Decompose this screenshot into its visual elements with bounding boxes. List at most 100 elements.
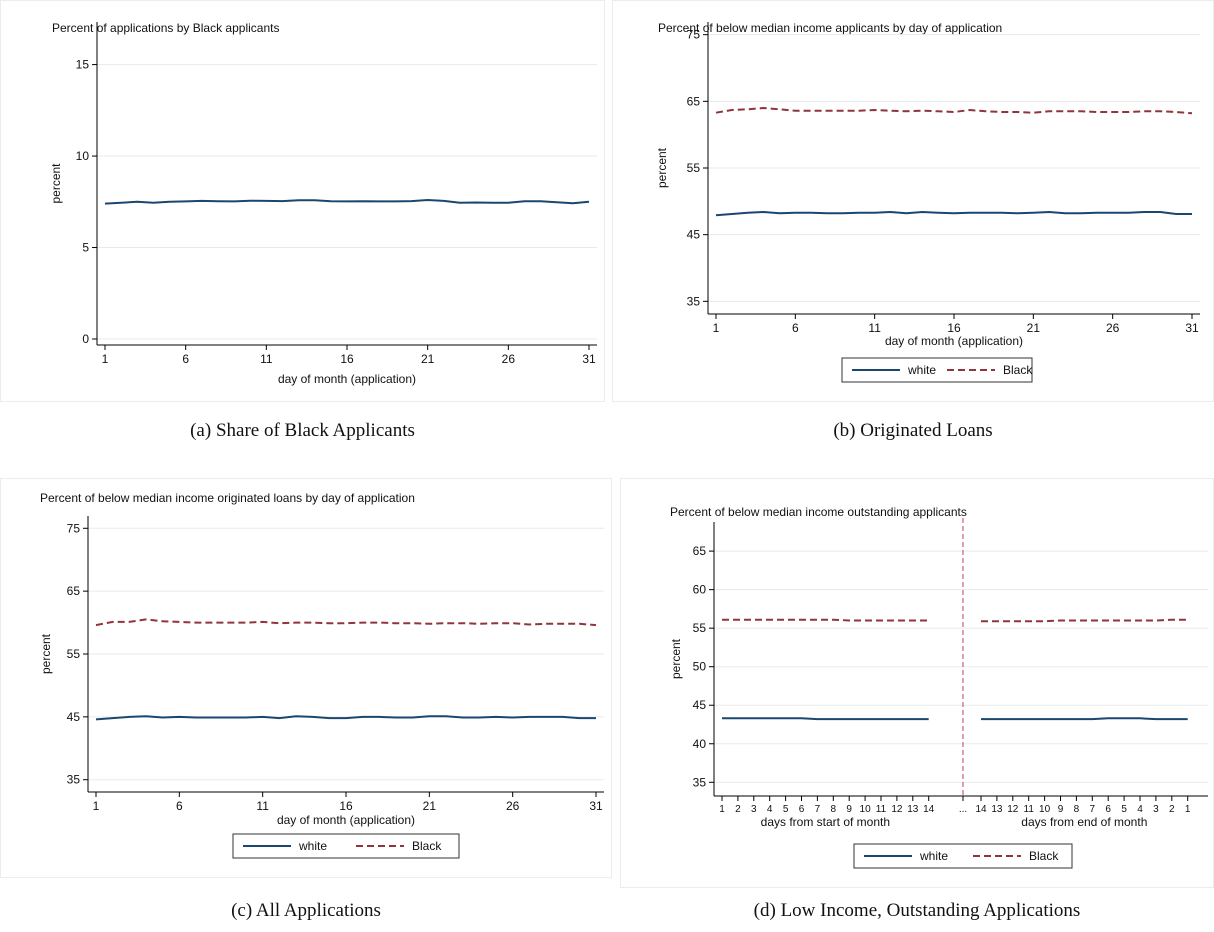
series-line-white-start [722, 717, 929, 721]
x-tick-label: 1 [719, 804, 725, 815]
x-tick-label: 21 [423, 799, 437, 813]
x-tick-label: 14 [923, 804, 935, 815]
x-tick-label-divider: ... [959, 804, 967, 815]
chart-title: Percent of below median income applicant… [658, 21, 1002, 35]
y-tick-label: 35 [693, 775, 707, 789]
x-tick-label: 3 [1153, 804, 1159, 815]
x-tick-label: 13 [907, 804, 919, 815]
x-axis-label: day of month (application) [278, 372, 416, 386]
x-tick-label: 31 [589, 799, 603, 813]
chart-a: Percent of applications by Black applica… [0, 0, 605, 402]
x-tick-label: 9 [1058, 804, 1064, 815]
legend-label-black: Black [412, 839, 442, 853]
chart-c: Percent of below median income originate… [0, 478, 612, 878]
y-tick-label: 40 [693, 737, 707, 751]
x-tick-label: 5 [783, 804, 789, 815]
y-axis-label: percent [655, 147, 669, 188]
x-tick-label: 1 [1185, 804, 1191, 815]
x-tick-label: 2 [735, 804, 741, 815]
panel-b: Percent of below median income applicant… [612, 0, 1214, 402]
y-tick-label: 5 [82, 241, 89, 255]
y-tick-label: 75 [67, 521, 81, 535]
y-tick-label: 55 [67, 647, 81, 661]
x-tick-label: 11 [260, 352, 273, 366]
series-line-black-start [722, 618, 929, 622]
x-tick-label: 6 [792, 321, 799, 335]
y-tick-label: 65 [693, 544, 707, 558]
x-tick-label: 31 [582, 352, 596, 366]
x-tick-label: 31 [1185, 321, 1199, 335]
x-tick-label: 8 [1074, 804, 1080, 815]
x-tick-label: 6 [1105, 804, 1111, 815]
y-tick-label: 10 [76, 149, 90, 163]
x-tick-label: 16 [947, 321, 961, 335]
panel-a: Percent of applications by Black applica… [0, 0, 605, 402]
y-tick-label: 65 [687, 94, 701, 108]
panel-d: Percent of below median income outstandi… [620, 478, 1214, 888]
caption-a: (a) Share of Black Applicants [190, 420, 415, 441]
x-tick-label: 26 [502, 352, 516, 366]
x-tick-label: 5 [1121, 804, 1127, 815]
x-axis-label-right: days from end of month [1021, 815, 1147, 829]
x-tick-label: 16 [339, 799, 353, 813]
y-axis-label: percent [49, 163, 63, 204]
x-tick-label: 4 [1137, 804, 1143, 815]
y-tick-label: 55 [687, 161, 701, 175]
y-tick-label: 45 [693, 698, 707, 712]
series-line-white [95, 715, 596, 721]
series-line-white-end [981, 717, 1188, 721]
x-tick-label: 8 [831, 804, 837, 815]
x-tick-label: 11 [1024, 804, 1035, 815]
series-line-black [95, 618, 597, 627]
panel-frame [0, 478, 612, 878]
series-line-black-end [981, 618, 1188, 623]
y-tick-label: 35 [687, 294, 701, 308]
legend-label-white: white [919, 849, 948, 863]
legend-label-white: white [298, 839, 327, 853]
caption-c: (c) All Applications [231, 900, 381, 921]
y-tick-label: 35 [67, 773, 81, 787]
y-tick-label: 15 [76, 58, 90, 72]
y-tick-label: 0 [82, 332, 89, 346]
x-tick-label: 2 [1169, 804, 1175, 815]
x-tick-label: 9 [846, 804, 852, 815]
panel-frame [0, 0, 605, 402]
legend-label-white: white [907, 363, 936, 377]
chart-d: Percent of below median income outstandi… [620, 478, 1214, 888]
x-tick-label: 21 [1027, 321, 1041, 335]
chart-title: Percent of applications by Black applica… [52, 21, 279, 35]
x-tick-label: 6 [182, 352, 189, 366]
x-tick-label: 21 [421, 352, 435, 366]
x-tick-label: 10 [1039, 804, 1051, 815]
x-tick-label: 7 [815, 804, 821, 815]
caption-d: (d) Low Income, Outstanding Applications [753, 900, 1081, 921]
legend-label-black: Black [1003, 363, 1033, 377]
x-tick-label: 7 [1090, 804, 1096, 815]
legend-label-black: Black [1029, 849, 1059, 863]
chart-b: Percent of below median income applicant… [612, 0, 1214, 402]
x-tick-label: 26 [1106, 321, 1120, 335]
chart-title: Percent of below median income outstandi… [670, 505, 967, 519]
x-tick-label: 6 [799, 804, 805, 815]
series-line-black_share [104, 198, 590, 205]
y-tick-label: 65 [67, 584, 81, 598]
x-tick-label: 13 [991, 804, 1003, 815]
x-tick-label: 1 [93, 799, 100, 813]
x-axis-label: day of month (application) [277, 813, 415, 827]
x-tick-label: 1 [713, 321, 720, 335]
x-axis-label: day of month (application) [885, 334, 1023, 348]
x-tick-label: 26 [506, 799, 520, 813]
x-tick-label: 11 [256, 799, 269, 813]
series-line-white [715, 210, 1192, 217]
x-tick-label: 12 [891, 804, 903, 815]
x-tick-label: 4 [767, 804, 773, 815]
x-tick-label: 11 [868, 321, 881, 335]
x-tick-label: 12 [1007, 804, 1019, 815]
panel-c: Percent of below median income originate… [0, 478, 612, 878]
series-line-black [715, 106, 1193, 115]
x-tick-label: 11 [876, 804, 887, 815]
y-tick-label: 75 [687, 28, 701, 42]
x-tick-label: 14 [975, 804, 987, 815]
x-tick-label: 6 [176, 799, 183, 813]
x-axis-label-left: days from start of month [761, 815, 890, 829]
